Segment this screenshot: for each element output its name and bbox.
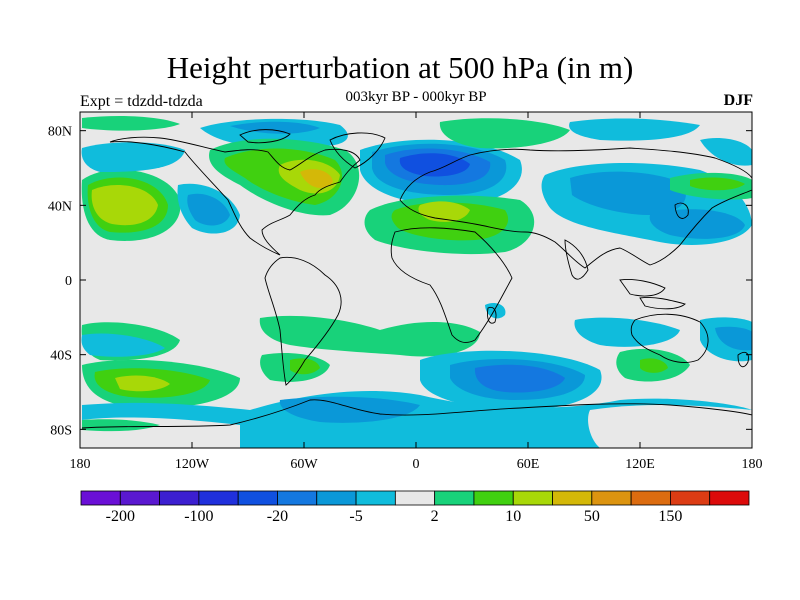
coastline-eurasia — [399, 147, 752, 269]
colorbar-label: -200 — [105, 508, 135, 525]
colorbar-swatch — [237, 490, 278, 506]
x-tick-label: 60W — [290, 457, 318, 472]
colorbar-label: -100 — [184, 508, 214, 525]
colorbar-swatch — [434, 490, 475, 506]
coastline-india — [564, 239, 589, 280]
y-tick-label: 0 — [65, 274, 72, 289]
colorbar-swatch — [159, 490, 200, 506]
colorbar-swatch — [277, 490, 318, 506]
y-tick-label: 40S — [50, 349, 72, 364]
coastline-africa — [390, 227, 513, 343]
coastline-new-zealand — [737, 351, 749, 368]
contour-region — [259, 315, 480, 357]
contour-region — [569, 118, 700, 141]
colorbar-swatch — [552, 490, 593, 506]
colorbar-swatch — [473, 490, 514, 506]
colorbar-label: -20 — [266, 508, 289, 525]
coastline-south-america — [264, 256, 342, 386]
season-label: DJF — [723, 92, 753, 109]
contour-region — [399, 153, 470, 177]
coastline-indonesia — [639, 297, 686, 310]
colorbar-label: 10 — [505, 508, 522, 525]
colorbar-swatch — [394, 490, 436, 506]
colorbar — [80, 490, 750, 506]
x-tick-label: 180 — [70, 457, 91, 472]
contour-region — [81, 333, 165, 357]
colorbar-label: 2 — [430, 508, 439, 525]
contour-region — [91, 185, 158, 226]
colorbar-swatch — [316, 490, 357, 506]
contour-region — [570, 171, 686, 215]
contour-region — [187, 193, 230, 226]
experiment-label: Expt = tdzdd-tdzda — [80, 93, 203, 110]
x-tick-label: 120W — [175, 457, 210, 472]
contour-region — [82, 419, 160, 432]
contour-region — [81, 142, 185, 172]
contour-region — [82, 390, 752, 448]
colorbar-swatch — [670, 490, 711, 506]
contour-region — [439, 118, 570, 149]
contour-region — [474, 364, 565, 393]
contour-region — [574, 317, 680, 347]
y-axis: 80N 40N 0 40S 80S — [48, 125, 752, 438]
coastline-antarctica — [81, 399, 752, 429]
colorbar-label: 150 — [658, 508, 683, 525]
x-tick-label: 120E — [625, 457, 655, 472]
coastline-greenland — [329, 132, 386, 169]
contour-field — [81, 116, 752, 448]
contour-region — [700, 138, 752, 166]
contour-region — [290, 358, 320, 375]
colorbar-swatch — [355, 490, 396, 506]
coastline-australia — [630, 313, 709, 363]
contour-region — [640, 358, 668, 373]
contour-region — [690, 177, 745, 191]
coastline-arctic-islands — [239, 129, 291, 144]
colorbar-label: -5 — [349, 508, 363, 525]
contour-region — [588, 405, 752, 448]
y-tick-label: 40N — [48, 199, 72, 214]
contour-region — [82, 116, 180, 131]
colorbar-label: 50 — [583, 508, 600, 525]
coastline-north-america — [109, 136, 361, 256]
x-axis: 180 120W 60W 0 60E 120E 180 — [70, 112, 763, 472]
y-tick-label: 80S — [50, 423, 72, 438]
coastline-madagascar — [487, 306, 497, 324]
coastline-japan — [674, 202, 689, 219]
contour-region — [715, 326, 752, 351]
contour-region — [115, 375, 170, 392]
coastline-se-asia — [619, 279, 666, 297]
contour-region — [279, 396, 420, 423]
x-tick-label: 60E — [517, 457, 540, 472]
colorbar-swatch — [198, 490, 239, 506]
colorbar-swatch — [119, 490, 160, 506]
x-tick-label: 180 — [742, 457, 763, 472]
colorbar-swatch — [630, 490, 671, 506]
colorbar-swatch — [512, 490, 553, 506]
plot-subtitle: 003kyr BP - 000kyr BP — [345, 89, 487, 105]
colorbar-swatch — [709, 490, 750, 506]
y-tick-label: 80N — [48, 125, 72, 140]
plot-title: Height perturbation at 500 hPa (in m) — [166, 50, 634, 85]
contour-region — [300, 169, 333, 188]
colorbar-swatch — [80, 490, 121, 506]
x-tick-label: 0 — [413, 457, 420, 472]
coastlines — [81, 129, 752, 429]
colorbar-swatch — [591, 490, 632, 506]
